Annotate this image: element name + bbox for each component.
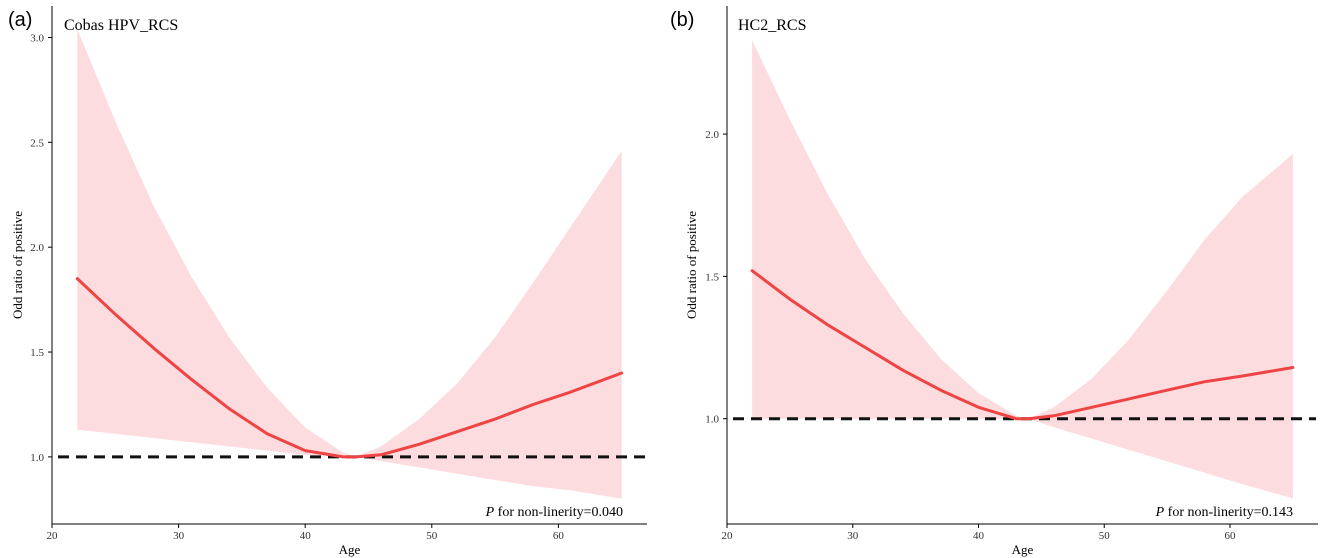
x-tick-label: 40 (300, 530, 312, 542)
p-symbol: P (485, 505, 495, 520)
chart-title: HC2_RCS (738, 17, 806, 34)
confidence-band (77, 29, 622, 499)
x-tick-label: 60 (1224, 530, 1236, 542)
y-tick-label: 2.0 (705, 129, 719, 141)
y-tick-label: 2.5 (30, 137, 44, 149)
p-value-text: for non-linerity=0.143 (1164, 505, 1293, 520)
y-axis-label: Odd ratio of positive (10, 211, 25, 319)
p-nonlinearity-annotation: P for non-linerity=0.143 (1155, 505, 1293, 520)
panel-letter: (b) (670, 9, 694, 31)
panel-letter: (a) (8, 9, 32, 31)
x-axis-label: Age (1012, 542, 1034, 557)
chart-title: Cobas HPV_RCS (64, 17, 178, 34)
y-tick-label: 1.0 (705, 414, 719, 426)
x-tick-label: 50 (426, 530, 438, 542)
p-symbol: P (1155, 505, 1165, 520)
odds-ratio-line (75, 277, 624, 459)
x-tick-label: 50 (1099, 530, 1111, 542)
y-axis-label: Odd ratio of positive (684, 211, 699, 319)
chart-panel-b: (b) HC2_RCS 20 30 40 50 60 1.0 1.5 2.0 Age Odd rati… (670, 6, 1318, 557)
x-tick-label: 30 (847, 530, 859, 542)
x-tick-label: 20 (722, 530, 734, 542)
odds-ratio-line (750, 269, 1295, 421)
x-axis-label: Age (339, 542, 361, 557)
p-nonlinearity-annotation: P for non-linerity=0.040 (485, 505, 623, 520)
chart-panel-a: (a) Cobas HPV_RCS 20 30 40 50 60 1.0 1.5 2.0 2.5 3.… (8, 6, 647, 557)
y-tick-label: 1.5 (705, 271, 719, 283)
y-tick-label: 2.0 (30, 242, 44, 254)
x-tick-label: 40 (973, 530, 985, 542)
x-tick-label: 20 (47, 530, 59, 542)
y-tick-label: 3.0 (30, 32, 44, 44)
confidence-band (752, 40, 1293, 499)
y-tick-label: 1.0 (30, 452, 44, 464)
x-tick-label: 30 (173, 530, 185, 542)
x-tick-label: 60 (553, 530, 565, 542)
p-value-text: for non-linerity=0.040 (494, 505, 623, 520)
y-tick-label: 1.5 (30, 347, 44, 359)
